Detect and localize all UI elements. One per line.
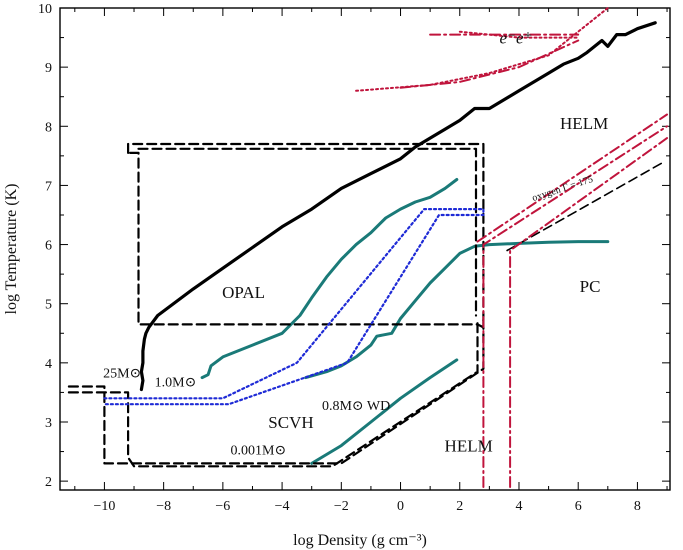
x-tick-label: 8 [634, 499, 641, 514]
region-label: PC [580, 277, 601, 296]
plot-frame [59, 7, 671, 491]
region-label: SCVH [268, 413, 313, 432]
series-0-8m-wd-line [304, 240, 610, 380]
annotation-label: 25M⊙ [103, 367, 141, 382]
x-tick-label: 0 [397, 499, 404, 514]
x-tick-label: −8 [156, 499, 171, 514]
x-tick-label: 2 [456, 499, 463, 514]
region-label: HELM [445, 437, 493, 456]
series-helm-boundary-1-line [482, 125, 668, 488]
series-0-001m--line [310, 358, 459, 465]
x-tick-label: −4 [275, 499, 290, 514]
series-25m--line [139, 21, 657, 392]
x-tick-label: −6 [215, 499, 230, 514]
annotation-label: 0.8M⊙ WD [322, 399, 390, 414]
series-layer [67, 7, 668, 488]
y-tick-label: 5 [45, 298, 52, 313]
x-tick-label: 4 [515, 499, 522, 514]
y-tick-label: 7 [45, 179, 52, 194]
y-axis-label: log Temperature (K) [3, 184, 20, 315]
series-opal-inner-line [137, 147, 478, 317]
x-tick-label: 6 [575, 499, 582, 514]
x-tick-label: −10 [93, 499, 115, 514]
y-tick-label: 3 [45, 416, 52, 431]
x-tick-label: −2 [334, 499, 349, 514]
y-tick-label: 4 [45, 357, 52, 372]
y-tick-label: 10 [38, 2, 52, 17]
region-label: OPAL [222, 283, 265, 302]
series-opal-line [127, 142, 485, 329]
series-helm-boundary-2-line [509, 137, 668, 488]
annotation-label: 1.0M⊙ [155, 376, 197, 391]
series-helm-boundary-3-line [476, 113, 668, 243]
series-oxygen-175-line [506, 161, 665, 252]
y-tick-label: 9 [45, 61, 52, 76]
region-label: HELM [560, 114, 608, 133]
y-tick-label: 8 [45, 120, 52, 135]
series-e-e-dotted-line [355, 7, 609, 92]
y-tick-label: 6 [45, 239, 52, 254]
series-1-0m--line [200, 178, 459, 380]
region-label: e⁻e⁺ [499, 28, 532, 47]
series-scvh-line [67, 314, 485, 465]
series-e-e-dotted-upper-line [458, 30, 580, 39]
series-scvh-inner-line [67, 320, 479, 468]
axis-ticks: −10 −8 −6 −4 −2 0 2 4 6 8 2 3 4 5 6 7 8 9 10 [38, 2, 670, 514]
x-axis-label: log Density (g cm⁻³) [293, 532, 427, 549]
y-tick-label: 2 [45, 475, 52, 490]
series-blue-dotted-line [103, 208, 485, 406]
annotation-label: 0.001M⊙ [231, 444, 287, 459]
